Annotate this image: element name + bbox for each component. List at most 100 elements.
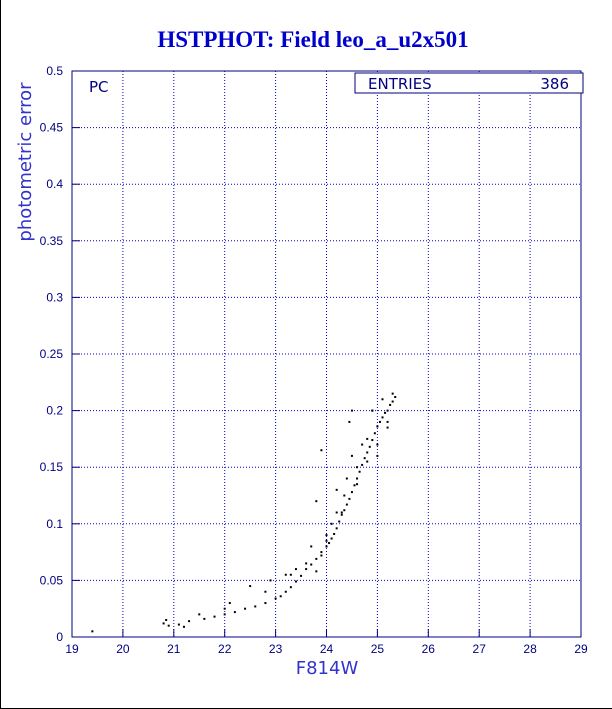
data-point [315, 570, 318, 573]
x-axis-ticks: 19 20 21 22 23 24 25 26 27 28 29 [65, 629, 588, 656]
data-point [391, 392, 394, 395]
data-point [376, 425, 379, 428]
data-point [315, 557, 318, 560]
y-tick-label: 0.2 [46, 404, 63, 418]
data-point [310, 545, 313, 548]
data-point [305, 562, 308, 565]
x-tick-label: 27 [473, 642, 487, 656]
data-point [264, 590, 267, 593]
data-point [394, 396, 397, 399]
data-point [358, 470, 361, 473]
data-point [356, 483, 359, 486]
data-point [348, 497, 351, 500]
data-point [361, 443, 364, 446]
x-tick-label: 25 [371, 642, 385, 656]
x-tick-label: 24 [320, 642, 334, 656]
x-tick-label: 20 [116, 642, 130, 656]
data-point [284, 590, 287, 593]
data-point [228, 602, 231, 605]
data-point [376, 443, 379, 446]
data-point [289, 573, 292, 576]
data-point [223, 607, 226, 610]
y-tick-label: 0.3 [46, 290, 63, 304]
data-point [384, 411, 387, 414]
data-point [340, 513, 343, 516]
data-point [325, 545, 328, 548]
data-point [289, 586, 292, 589]
data-point [320, 554, 323, 557]
data-point [165, 619, 168, 622]
data-point [274, 597, 277, 600]
y-tick-label: 0.45 [40, 121, 64, 135]
data-point [203, 617, 206, 620]
y-tick-label: 0.5 [46, 64, 63, 78]
data-point [381, 416, 384, 419]
y-tick-label: 0.25 [40, 347, 64, 361]
chart-title: HSTPHOT: Field leo_a_u2x501 [157, 27, 468, 52]
data-point [356, 466, 359, 469]
data-point [353, 484, 356, 487]
data-point [279, 595, 282, 598]
data-point [294, 568, 297, 571]
data-point [213, 615, 216, 618]
stats-box-frame [354, 72, 584, 94]
data-point [366, 437, 369, 440]
data-point [188, 620, 191, 623]
data-point [371, 409, 374, 412]
x-tick-label: 19 [65, 642, 79, 656]
data-point [333, 532, 336, 535]
data-point [345, 503, 348, 506]
data-point [335, 527, 338, 530]
data-point [335, 511, 338, 514]
data-point [198, 613, 201, 616]
data-point [345, 477, 348, 480]
y-tick-label: 0.15 [40, 460, 64, 474]
data-point [325, 539, 328, 542]
data-point [325, 534, 328, 537]
data-point [389, 403, 392, 406]
data-point [343, 509, 346, 512]
x-tick-label: 22 [218, 642, 232, 656]
data-point [254, 605, 257, 608]
stats-entries-label: ENTRIES [368, 75, 432, 93]
x-tick-label: 23 [269, 642, 283, 656]
data-point [343, 494, 346, 497]
y-tick-label: 0.4 [46, 177, 63, 191]
data-point [366, 451, 369, 454]
data-point [315, 500, 318, 503]
y-axis-ticks: 0 0.05 0.1 0.15 0.2 0.25 0.3 0.35 0.4 0.45 0.5 [40, 64, 80, 644]
data-point [340, 511, 343, 514]
x-tick-label: 29 [574, 642, 588, 656]
data-point [350, 491, 353, 494]
x-axis-label: F814W [296, 658, 359, 679]
x-tick-label: 28 [523, 642, 537, 656]
data-point [330, 522, 333, 525]
y-axis-label: photometric error [15, 82, 36, 242]
data-point [249, 585, 252, 588]
data-point [378, 420, 381, 423]
data-point [363, 457, 366, 460]
data-point [366, 460, 369, 463]
data-point [386, 409, 389, 412]
data-point [91, 630, 94, 633]
y-tick-label: 0 [56, 630, 63, 644]
data-point [373, 432, 376, 435]
data-point [182, 625, 185, 628]
data-point [320, 449, 323, 452]
data-point [376, 454, 379, 457]
stats-entries-value: 386 [540, 75, 569, 93]
stats-box: ENTRIES 386 [354, 72, 584, 94]
data-point [320, 551, 323, 554]
data-point [328, 542, 331, 545]
data-point [269, 579, 272, 582]
y-tick-label: 0.1 [46, 517, 63, 531]
data-point [223, 613, 226, 616]
data-point [330, 537, 333, 540]
data-point [162, 622, 165, 625]
data-point [386, 426, 389, 429]
data-point [177, 623, 180, 626]
data-point [294, 580, 297, 583]
data-point [338, 520, 341, 523]
data-point [305, 568, 308, 571]
